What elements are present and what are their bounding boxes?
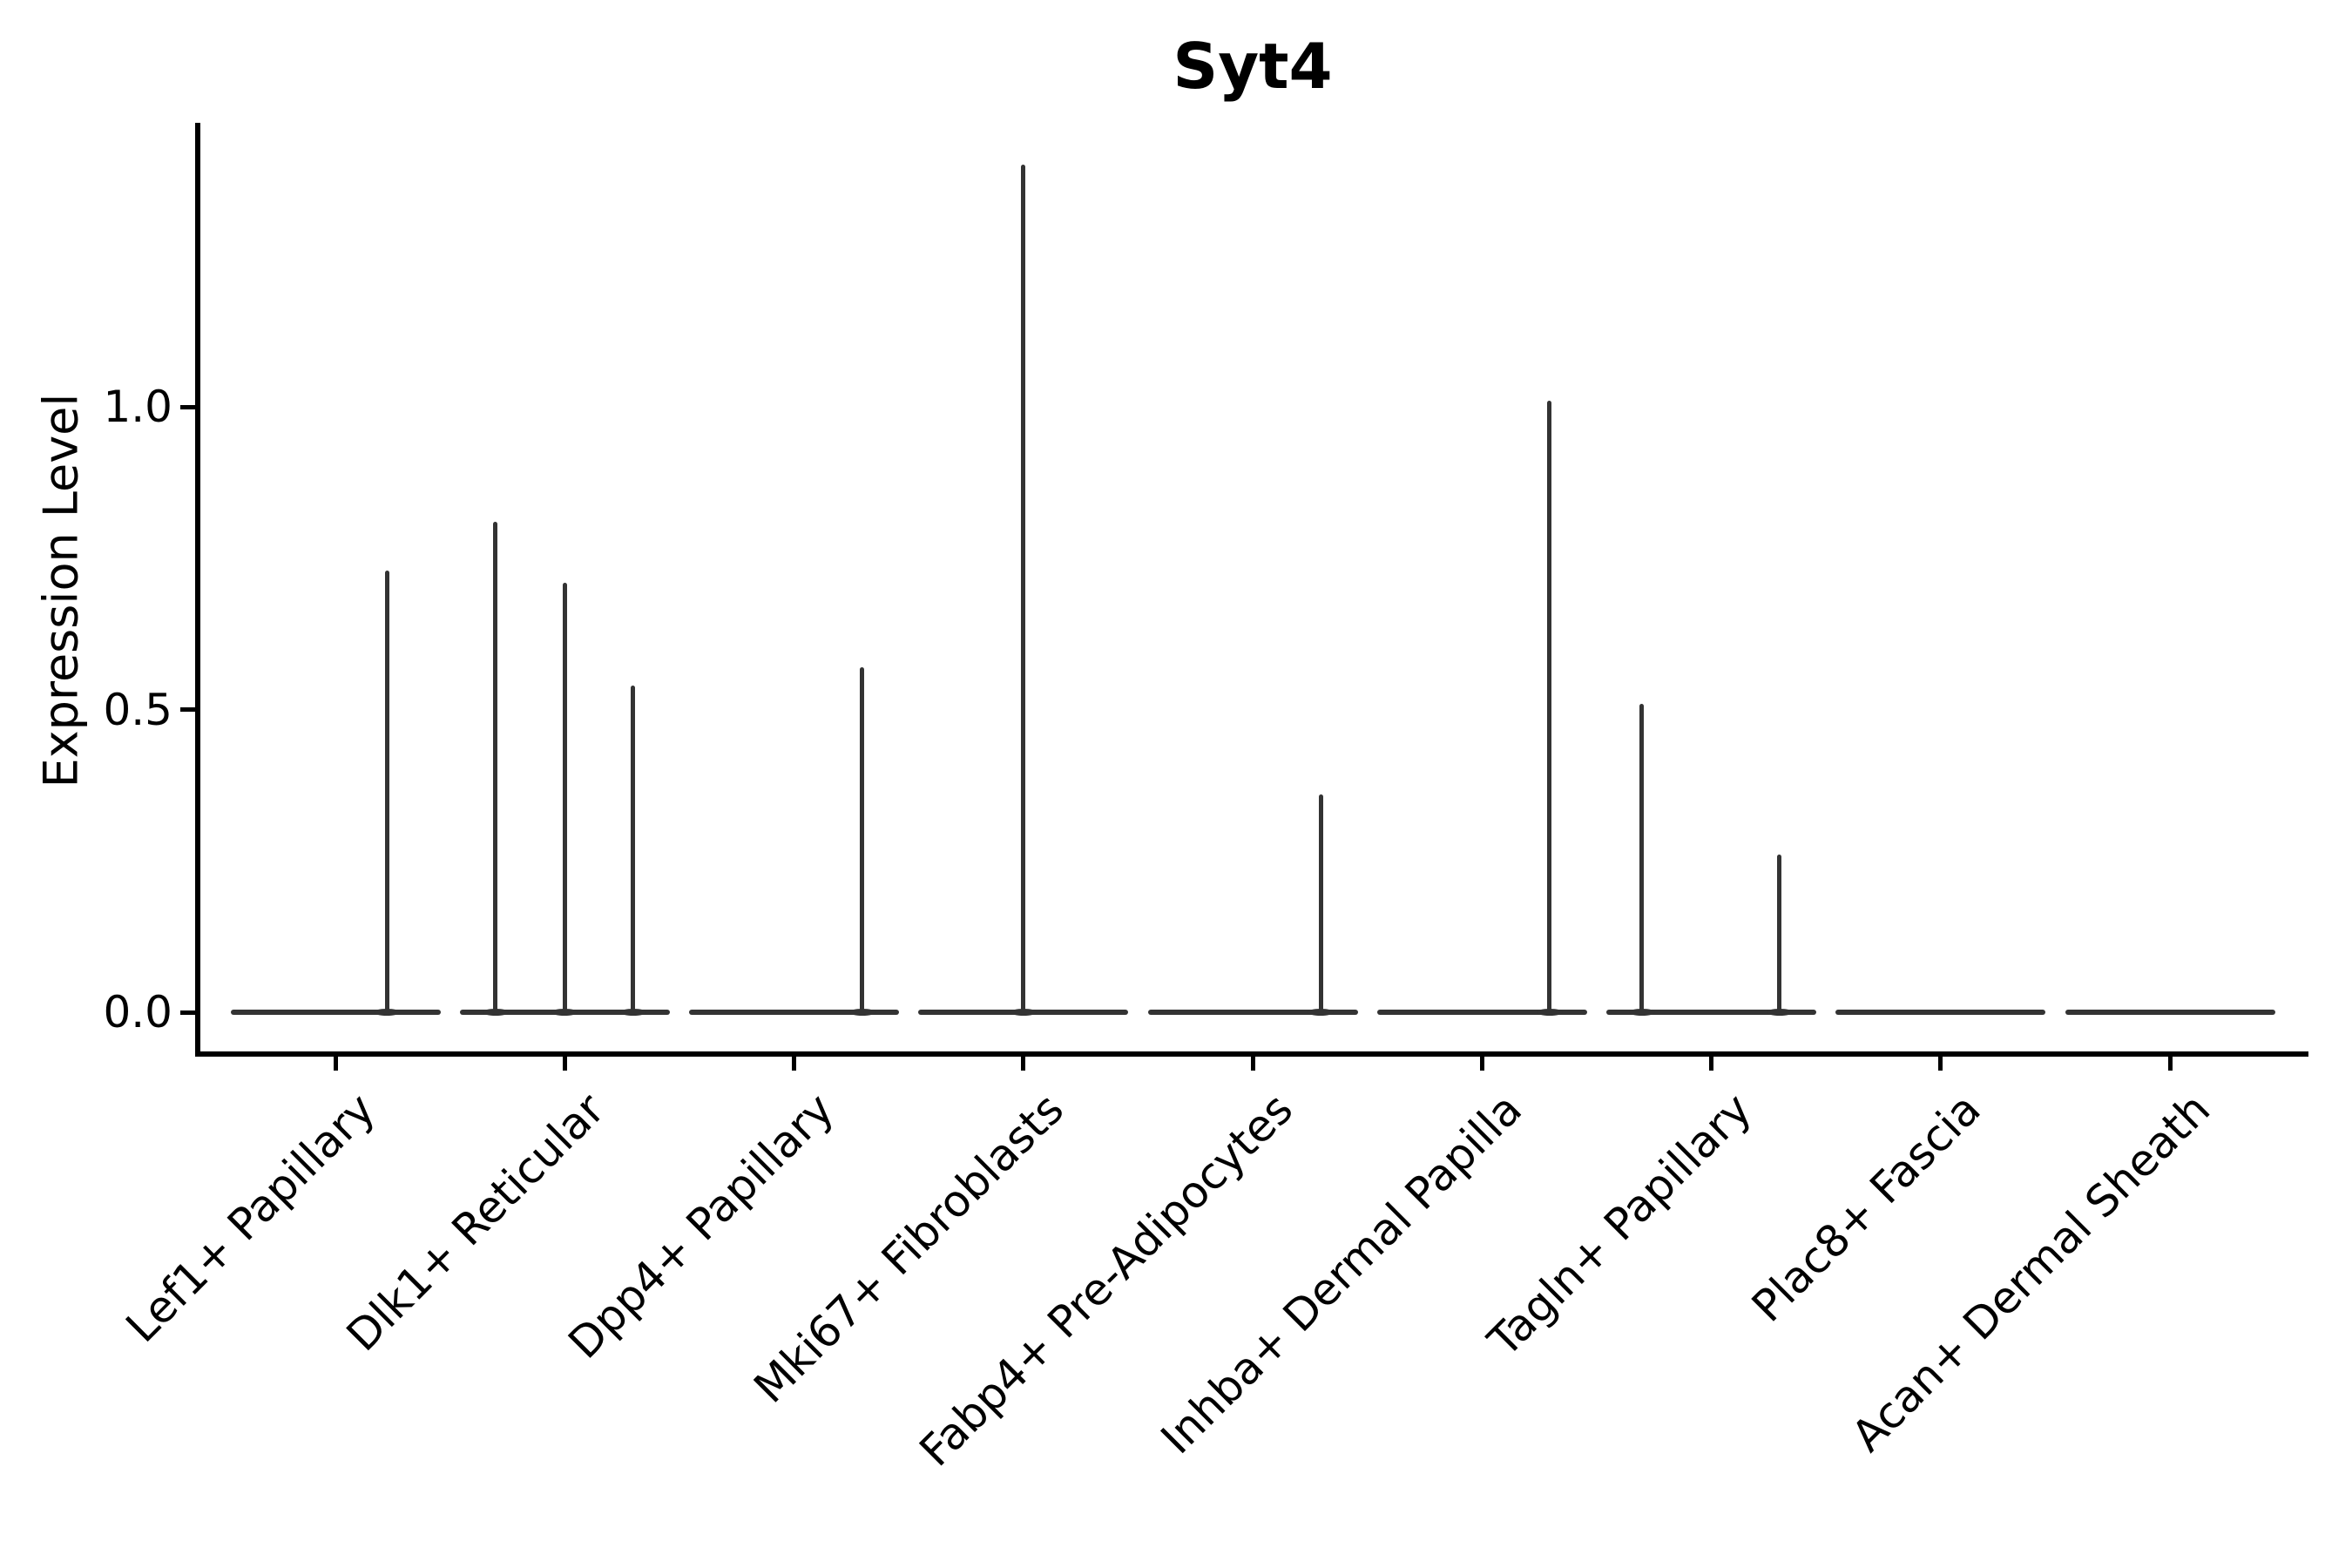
- x-tick-mark: [1021, 1057, 1026, 1071]
- x-tick-mark: [1709, 1057, 1713, 1071]
- chart-title: Syt4: [1173, 30, 1333, 103]
- x-tick-mark: [1250, 1057, 1255, 1071]
- x-tick-mark: [562, 1057, 567, 1071]
- x-tick-mark: [333, 1057, 338, 1071]
- violin-spike: [493, 522, 498, 1015]
- violin-baseline: [689, 1010, 899, 1015]
- x-tick-mark: [2167, 1057, 2173, 1071]
- violin-spike: [631, 685, 636, 1015]
- x-tick-label-text: Lef1+ Papillary: [116, 1084, 386, 1353]
- violin-spike: [1547, 401, 1552, 1015]
- y-tick-label: 1.0: [103, 382, 172, 432]
- x-axis-spine: [195, 1051, 2308, 1057]
- x-tick-mark: [1938, 1057, 1943, 1071]
- violin-baseline: [1835, 1010, 2046, 1015]
- violin-spike: [1021, 165, 1026, 1015]
- x-tick-mark: [792, 1057, 796, 1071]
- x-tick-label-text: Plac8+ Fascia: [1742, 1084, 1990, 1332]
- violin-spike: [1639, 703, 1645, 1015]
- x-tick-label-text: Fabp4+ Pre-Adipocytes: [909, 1084, 1303, 1477]
- violin-baseline: [2065, 1010, 2275, 1015]
- violin-spike: [562, 582, 567, 1015]
- y-tick-label: 0.0: [103, 987, 172, 1037]
- violin-baseline: [230, 1010, 441, 1015]
- violin-spike: [1318, 794, 1323, 1015]
- violin-baseline: [1376, 1010, 1587, 1015]
- violin-baseline: [1147, 1010, 1358, 1015]
- y-tick-label: 0.5: [103, 684, 172, 735]
- violin-spike: [384, 570, 389, 1015]
- y-tick-mark: [180, 707, 196, 712]
- y-tick-mark: [180, 1010, 196, 1015]
- violin-spike: [860, 666, 865, 1015]
- violin-spike: [1777, 855, 1782, 1015]
- violin-baseline: [1606, 1010, 1816, 1015]
- y-tick-mark: [180, 404, 196, 409]
- x-tick-mark: [1479, 1057, 1484, 1071]
- y-axis-spine: [195, 123, 200, 1057]
